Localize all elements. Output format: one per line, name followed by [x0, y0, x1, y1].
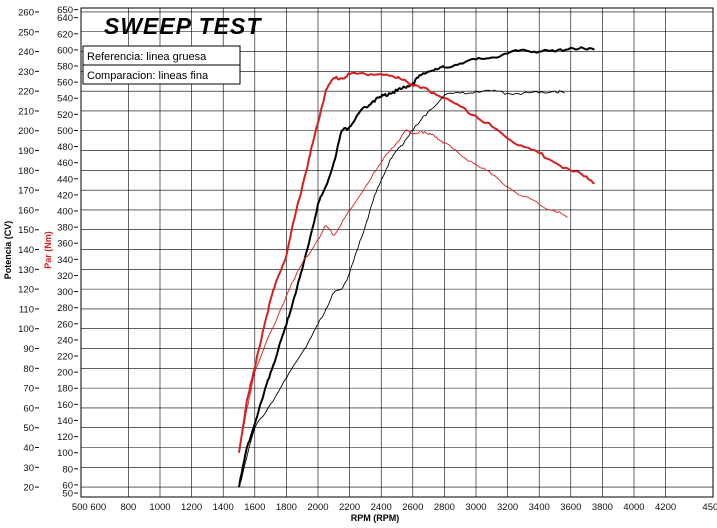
x-tick-label: 4000 — [623, 502, 644, 513]
power-tick-label: 160 — [18, 205, 34, 216]
torque-tick-label: 650 — [57, 5, 73, 16]
torque-tick-label: 420 — [57, 190, 73, 201]
torque-tick-label: 320 — [57, 271, 73, 282]
power-tick-label: 30 — [23, 463, 34, 474]
x-tick-label: 2000 — [307, 502, 328, 513]
x-tick-label: 1600 — [244, 502, 265, 513]
power-tick-label: 80 — [23, 364, 34, 375]
power-tick-label: 20 — [23, 483, 34, 494]
torque-tick-label: 520 — [57, 110, 73, 121]
power-tick-label: 60 — [23, 403, 34, 414]
x-tick-label: 3600 — [560, 502, 581, 513]
power-tick-label: 50 — [23, 423, 34, 434]
x-tick-label: 2200 — [339, 502, 360, 513]
torque-tick-label: 60 — [62, 480, 73, 491]
power-tick-label: 180 — [18, 166, 34, 177]
torque-tick-label: 80 — [62, 464, 73, 475]
x-tick-label: 3200 — [497, 502, 518, 513]
legend-reference: Referencia: linea gruesa — [87, 51, 207, 63]
series-line-potencia-referencia — [238, 46, 595, 488]
torque-tick-label: 50 — [62, 488, 73, 499]
power-tick-label: 230 — [18, 67, 34, 78]
torque-tick-label: 280 — [57, 303, 73, 314]
legend: Referencia: linea gruesa Comparacion: li… — [82, 45, 241, 85]
torque-tick-label: 200 — [57, 368, 73, 379]
torque-tick-label: 440 — [57, 174, 73, 185]
power-tick-label: 150 — [18, 225, 34, 236]
torque-tick-label: 600 — [57, 45, 73, 56]
power-tick-label: 120 — [18, 285, 34, 296]
power-tick-label: 200 — [18, 126, 34, 137]
torque-tick-label: 220 — [57, 352, 73, 363]
power-tick-label: 110 — [19, 304, 34, 315]
grid — [81, 8, 713, 497]
torque-tick-label: 580 — [57, 62, 73, 73]
x-tick-label: 2600 — [402, 502, 423, 513]
x-tick-label: 1200 — [181, 502, 202, 513]
torque-tick-label: 640 — [57, 13, 73, 24]
power-tick-label: 220 — [18, 87, 34, 98]
rpm-axis-ticks: 500 600 800 1000 1200 1400 1600 1800 2000 2200 24… — [72, 502, 717, 513]
power-axis-title: Potencia (CV) — [3, 221, 13, 280]
torque-tick-label: 380 — [57, 223, 73, 234]
x-tick-label: 3800 — [592, 502, 613, 513]
legend-comparison: Comparacion: lineas fina — [87, 70, 209, 82]
torque-tick-label: 480 — [57, 142, 73, 153]
x-tick-label: 3400 — [529, 502, 550, 513]
power-tick-label: 100 — [18, 324, 34, 335]
torque-tick-label: 340 — [57, 255, 73, 266]
x-axis-title: RPM (RPM) — [351, 513, 400, 523]
power-tick-label: 210 — [18, 106, 34, 117]
power-tick-label: 190 — [18, 146, 34, 157]
power-tick-label: 90 — [23, 344, 34, 355]
torque-tick-label: 180 — [57, 384, 73, 395]
torque-tick-label: 240 — [57, 335, 73, 346]
x-tick-label: 4500 — [702, 502, 717, 513]
series-line-par-referencia — [238, 72, 595, 453]
plot-frame — [80, 7, 714, 498]
power-tick-label: 130 — [18, 265, 34, 276]
torque-tick-label: 460 — [57, 158, 73, 169]
torque-tick-label: 100 — [57, 448, 73, 459]
power-axis-ticks: 20 30 40 50 60 70 80 90 100 110 120 130 140 150 160 170… — [18, 7, 39, 494]
x-tick-label: 500 600 — [72, 502, 106, 513]
torque-tick-label: 360 — [57, 239, 73, 250]
torque-tick-label: 120 — [57, 432, 73, 443]
power-tick-label: 260 — [18, 7, 34, 18]
torque-axis-title: Par (Nm) — [43, 231, 53, 269]
torque-tick-label: 560 — [57, 78, 73, 89]
power-tick-label: 250 — [18, 27, 34, 38]
torque-tick-label: 300 — [57, 287, 73, 298]
torque-tick-label: 400 — [57, 207, 73, 218]
torque-tick-label: 260 — [57, 319, 73, 330]
torque-tick-label: 620 — [57, 29, 73, 40]
x-tick-label: 2400 — [371, 502, 392, 513]
x-tick-label: 1000 — [149, 502, 170, 513]
x-tick-label: 4200 — [655, 502, 676, 513]
power-tick-label: 170 — [18, 186, 34, 197]
series-layer — [238, 46, 595, 488]
power-tick-label: 240 — [18, 47, 34, 58]
x-tick-label: 1800 — [276, 502, 297, 513]
power-tick-label: 40 — [23, 443, 34, 454]
x-tick-label: 3000 — [465, 502, 486, 513]
chart-title: SWEEP TEST — [104, 13, 262, 39]
series-line-par-comparacion — [238, 129, 568, 453]
x-tick-label: 1400 — [213, 502, 234, 513]
torque-tick-label: 500 — [57, 126, 73, 137]
power-tick-label: 140 — [18, 245, 34, 256]
x-tick-label: 2800 — [434, 502, 455, 513]
torque-tick-label: 160 — [57, 400, 73, 411]
torque-tick-label: 140 — [57, 416, 73, 427]
torque-tick-label: 540 — [57, 94, 73, 105]
series-line-potencia-comparacion — [238, 89, 565, 488]
x-tick-label: 800 — [120, 502, 136, 513]
power-tick-label: 70 — [23, 384, 34, 395]
